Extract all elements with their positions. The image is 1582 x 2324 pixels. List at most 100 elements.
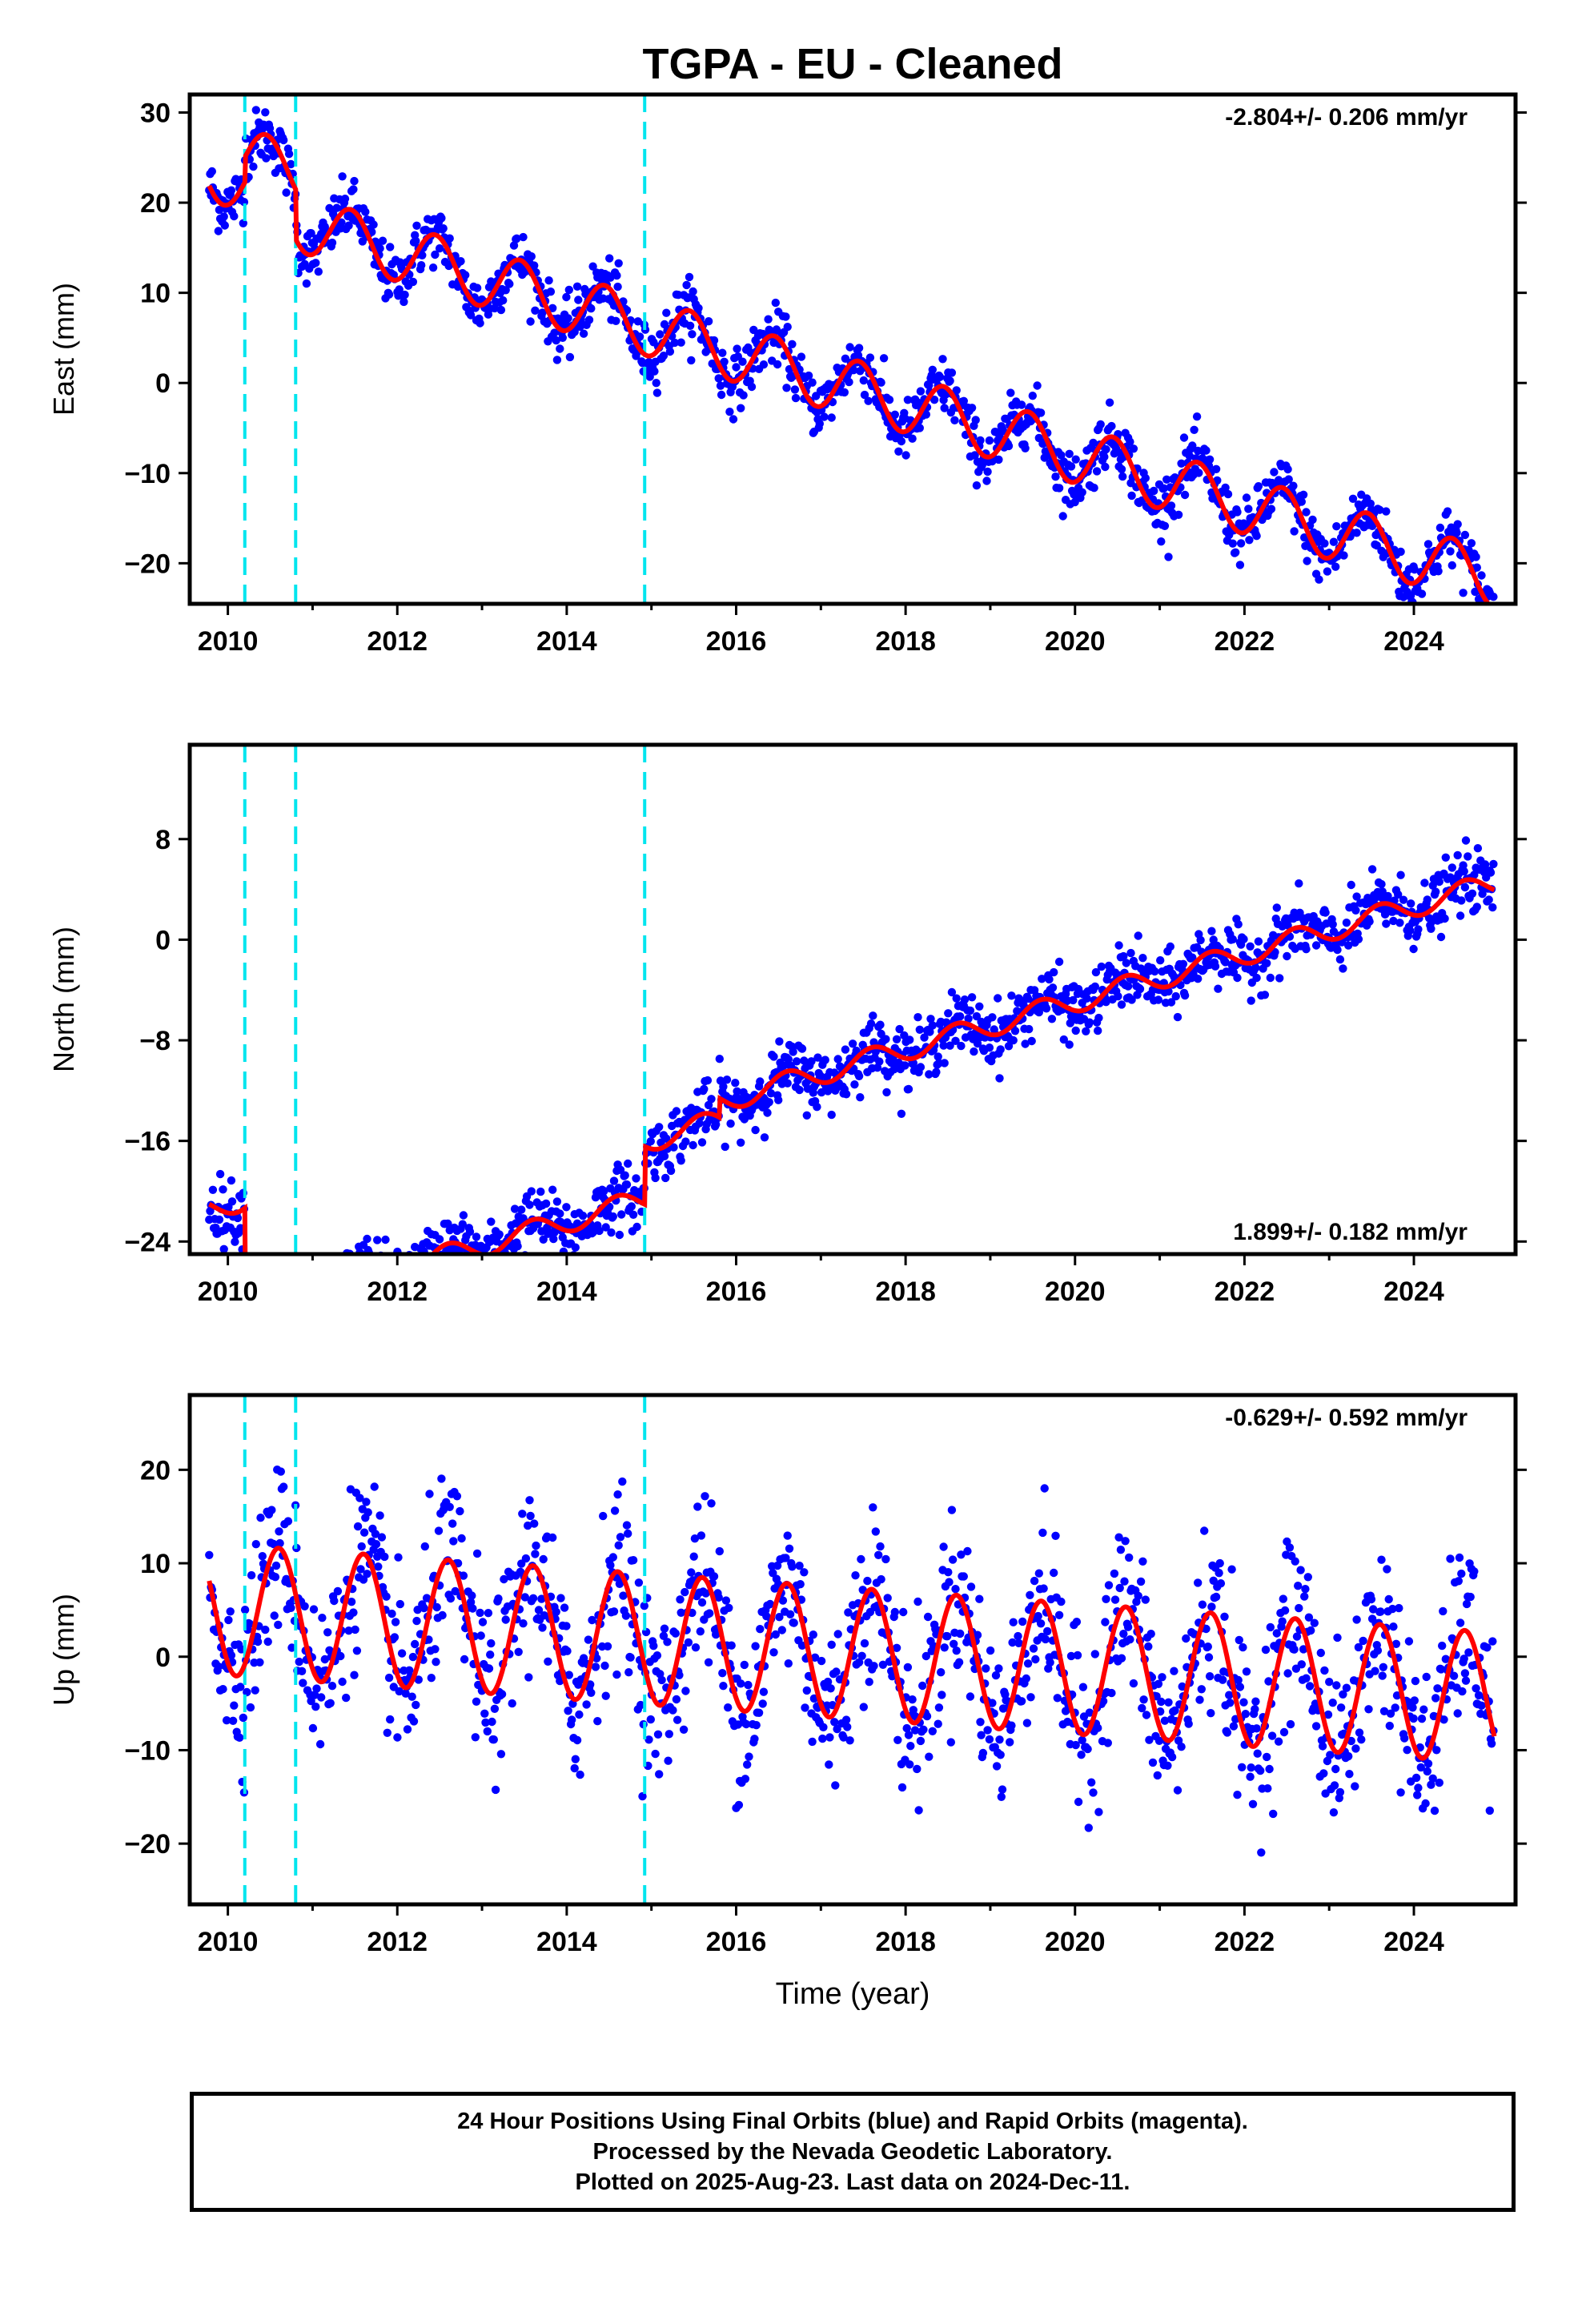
data-point xyxy=(1094,1026,1102,1035)
data-point xyxy=(877,378,885,387)
data-point xyxy=(1004,441,1014,451)
data-point xyxy=(1440,914,1449,923)
data-point xyxy=(817,1088,826,1097)
data-point xyxy=(714,374,723,383)
data-point xyxy=(792,1057,801,1066)
data-point xyxy=(1292,1632,1302,1641)
data-point xyxy=(1382,507,1391,516)
data-point xyxy=(620,1171,629,1180)
data-point xyxy=(1166,998,1176,1007)
data-point xyxy=(1471,587,1480,597)
data-point xyxy=(1195,1695,1204,1704)
data-point xyxy=(943,1632,952,1641)
data-point xyxy=(344,1626,353,1635)
data-point xyxy=(465,1227,475,1236)
data-point xyxy=(1301,1585,1310,1594)
data-point xyxy=(1286,1719,1295,1729)
data-point xyxy=(464,1275,472,1283)
data-point xyxy=(1274,1737,1283,1746)
data-point xyxy=(271,1269,279,1277)
data-point xyxy=(422,1269,430,1277)
data-point xyxy=(320,1655,329,1664)
data-point xyxy=(336,1651,345,1661)
data-point xyxy=(1066,1651,1076,1661)
data-point xyxy=(1488,610,1496,618)
data-point xyxy=(1126,1635,1134,1644)
data-point xyxy=(417,261,426,270)
data-point xyxy=(1383,891,1392,901)
x-tick-label: 2024 xyxy=(1383,626,1444,657)
data-point xyxy=(400,297,408,307)
data-point xyxy=(1279,1594,1288,1603)
data-point xyxy=(752,1721,761,1730)
data-point xyxy=(1072,1618,1082,1626)
data-point xyxy=(408,1692,416,1701)
data-point xyxy=(1423,895,1432,904)
data-point xyxy=(472,1697,481,1706)
data-point xyxy=(226,1607,235,1616)
data-point xyxy=(340,195,350,203)
data-point xyxy=(391,1618,400,1626)
data-point xyxy=(1357,1735,1366,1744)
data-point xyxy=(739,391,748,400)
data-point xyxy=(325,1646,334,1655)
x-tick-label: 2014 xyxy=(536,1927,597,1957)
data-point xyxy=(991,1671,1001,1680)
data-point xyxy=(1392,1691,1402,1700)
data-point xyxy=(409,1717,419,1726)
data-point xyxy=(472,1232,481,1241)
data-point xyxy=(671,1629,680,1638)
data-point xyxy=(227,186,236,195)
data-point xyxy=(1141,473,1150,483)
data-point xyxy=(1082,994,1091,1003)
data-point xyxy=(1127,995,1136,1004)
data-point xyxy=(356,1292,364,1300)
data-point xyxy=(1092,467,1102,476)
data-point xyxy=(904,1731,913,1739)
data-point xyxy=(466,311,476,320)
data-point xyxy=(808,1737,817,1747)
data-point xyxy=(496,305,506,315)
data-point xyxy=(845,377,853,387)
data-point xyxy=(1311,941,1321,950)
data-point xyxy=(255,1658,264,1667)
data-point xyxy=(651,1749,660,1759)
data-point xyxy=(1042,1004,1051,1013)
data-point xyxy=(607,1228,616,1237)
data-point xyxy=(1279,1727,1289,1737)
data-point xyxy=(1038,1528,1047,1538)
data-point xyxy=(715,1546,724,1556)
data-point xyxy=(311,1297,319,1305)
data-point xyxy=(472,1549,482,1558)
data-point xyxy=(377,1533,387,1542)
data-point xyxy=(518,1510,527,1518)
data-point xyxy=(983,467,992,476)
data-point xyxy=(501,286,510,295)
data-point xyxy=(287,1643,296,1652)
data-point xyxy=(1182,1634,1191,1643)
data-point xyxy=(459,1211,468,1220)
data-point xyxy=(1021,444,1030,452)
data-point xyxy=(1225,1691,1234,1699)
data-point xyxy=(737,1138,745,1148)
data-point xyxy=(705,1609,714,1618)
data-point xyxy=(1156,956,1165,965)
data-point xyxy=(1066,1019,1075,1027)
data-point xyxy=(375,244,384,253)
data-point xyxy=(926,1027,934,1036)
data-point xyxy=(576,1770,584,1779)
data-point xyxy=(905,1760,914,1769)
y-tick-label: −20 xyxy=(124,549,171,579)
data-point xyxy=(1207,1709,1215,1718)
data-point xyxy=(1289,481,1298,490)
data-point xyxy=(386,243,395,251)
data-point xyxy=(827,413,836,422)
data-point xyxy=(1188,441,1197,450)
data-point xyxy=(1194,975,1203,983)
data-point xyxy=(614,259,623,267)
data-point xyxy=(443,1273,451,1281)
data-point xyxy=(1209,1576,1218,1586)
data-point xyxy=(347,1598,356,1606)
data-point xyxy=(1411,1676,1420,1686)
data-point xyxy=(493,1264,501,1272)
